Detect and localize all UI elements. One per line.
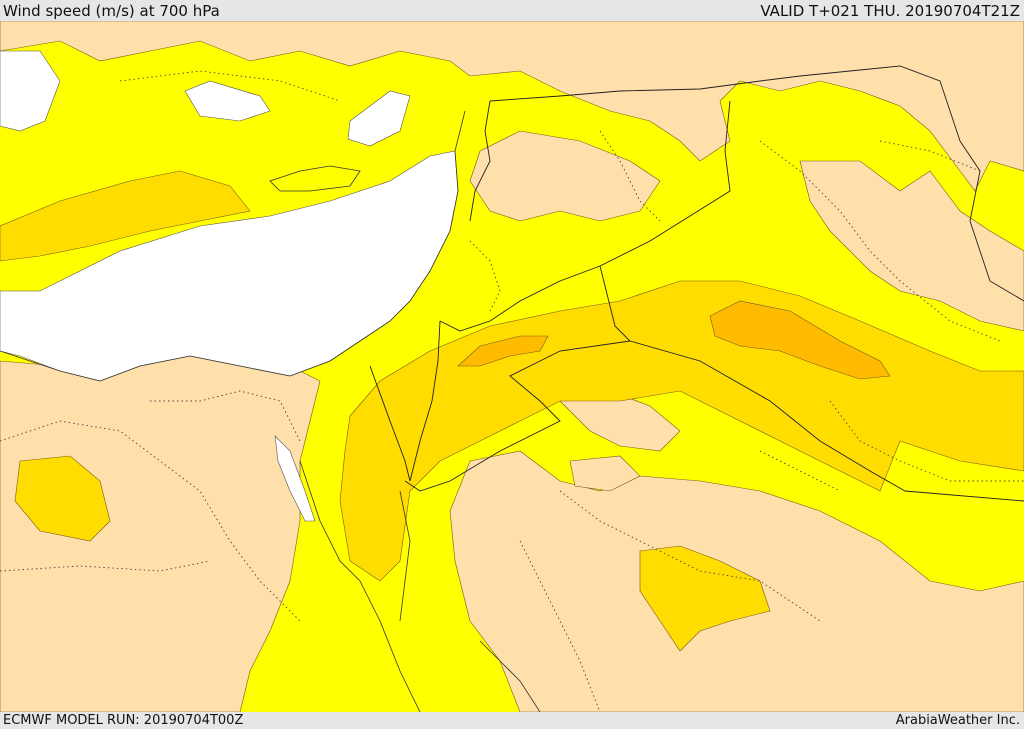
strongest-wind-cores xyxy=(457,300,891,380)
coastlines xyxy=(0,110,541,712)
map-title: Wind speed (m/s) at 700 hPa xyxy=(3,2,220,20)
calm-sea-aegean xyxy=(347,90,411,147)
credit: ArabiaWeather Inc. xyxy=(895,713,1020,728)
low-wind-northeast xyxy=(799,160,1024,332)
bottom-bar: ECMWF MODEL RUN: 20190704T00Z ArabiaWeat… xyxy=(0,712,1024,729)
strong-band-egypt-west xyxy=(14,455,111,542)
wind-speed-map xyxy=(0,21,1024,712)
national-borders xyxy=(369,65,1024,502)
core-jordan xyxy=(457,335,549,367)
top-bar: Wind speed (m/s) at 700 hPa VALID T+021 … xyxy=(0,0,1024,21)
calm-sea-south-aegean xyxy=(184,80,271,122)
valid-time: VALID T+021 THU. 20190704T21Z xyxy=(760,2,1020,20)
calm-sea-gulf-of-suez xyxy=(274,435,316,522)
calm-sea-west xyxy=(0,50,61,132)
model-run: ECMWF MODEL RUN: 20190704T00Z xyxy=(3,713,244,728)
provincial-boundaries xyxy=(0,70,1024,712)
low-wind-south-oasis xyxy=(569,455,641,492)
strong-band-arabia-south xyxy=(639,545,771,652)
core-iraq xyxy=(709,300,891,380)
strong-band-mediterranean xyxy=(0,170,251,262)
low-wind-north xyxy=(0,21,1024,192)
low-wind-syria xyxy=(469,130,661,222)
calm-wind-sea-areas xyxy=(0,50,459,522)
